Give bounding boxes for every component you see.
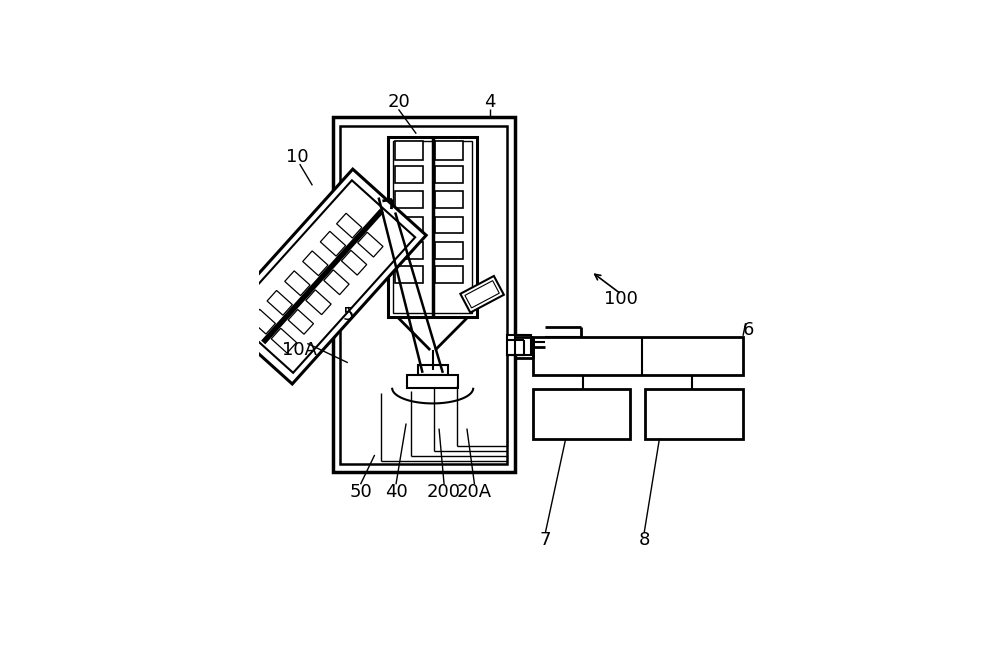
Bar bbox=[515, 335, 531, 355]
Polygon shape bbox=[465, 281, 499, 308]
Text: 4: 4 bbox=[484, 93, 495, 111]
Bar bbox=[388, 138, 477, 317]
Polygon shape bbox=[271, 328, 297, 353]
Bar bbox=[533, 338, 743, 375]
Bar bbox=[435, 216, 463, 234]
Polygon shape bbox=[219, 169, 426, 384]
Bar bbox=[395, 166, 423, 183]
Bar bbox=[395, 141, 423, 160]
Bar bbox=[395, 216, 423, 234]
Polygon shape bbox=[285, 271, 310, 295]
Polygon shape bbox=[324, 270, 349, 295]
Text: 20A: 20A bbox=[457, 483, 492, 501]
Polygon shape bbox=[306, 290, 331, 315]
Bar bbox=[645, 389, 743, 439]
Polygon shape bbox=[267, 290, 292, 315]
Text: 8: 8 bbox=[639, 531, 650, 549]
Text: 7: 7 bbox=[540, 531, 551, 549]
Text: 100: 100 bbox=[604, 290, 638, 309]
Bar bbox=[435, 266, 463, 283]
Bar bbox=[418, 365, 448, 375]
Bar bbox=[507, 335, 524, 355]
Bar bbox=[435, 242, 463, 259]
Text: 10: 10 bbox=[286, 149, 308, 166]
Text: 6: 6 bbox=[742, 320, 754, 339]
Bar bbox=[395, 242, 423, 259]
Bar bbox=[407, 375, 458, 388]
Bar bbox=[533, 389, 630, 439]
Bar bbox=[395, 266, 423, 283]
Bar bbox=[393, 141, 472, 313]
Polygon shape bbox=[230, 180, 415, 373]
Polygon shape bbox=[320, 232, 346, 256]
Polygon shape bbox=[303, 251, 328, 276]
Bar bbox=[435, 191, 463, 208]
Bar bbox=[395, 191, 423, 208]
Bar bbox=[435, 166, 463, 183]
Text: 50: 50 bbox=[349, 483, 372, 501]
Text: 20: 20 bbox=[387, 93, 410, 111]
Bar bbox=[333, 117, 515, 472]
Polygon shape bbox=[250, 309, 275, 334]
Polygon shape bbox=[288, 309, 313, 334]
Polygon shape bbox=[341, 250, 367, 275]
Polygon shape bbox=[337, 213, 362, 238]
Text: 5: 5 bbox=[342, 305, 354, 324]
Text: 10A: 10A bbox=[282, 341, 317, 359]
Text: 40: 40 bbox=[385, 483, 407, 501]
Bar bbox=[435, 141, 463, 160]
Bar bbox=[340, 126, 507, 464]
Polygon shape bbox=[460, 276, 504, 313]
Polygon shape bbox=[358, 232, 383, 257]
Text: 200: 200 bbox=[427, 483, 461, 501]
